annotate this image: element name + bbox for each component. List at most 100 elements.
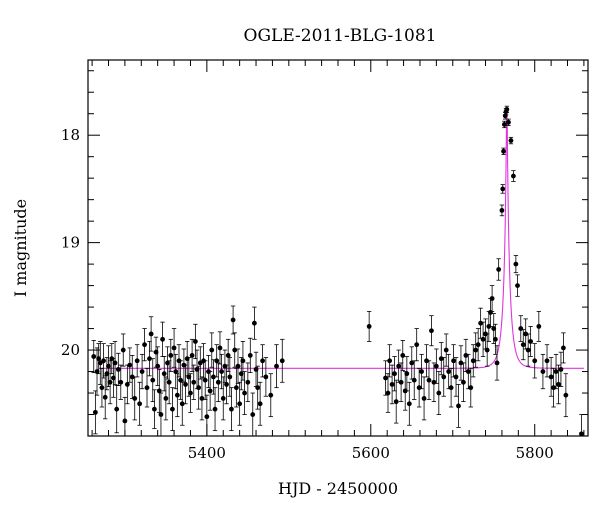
data-marker [179,401,185,407]
data-marker [148,331,154,337]
data-point [424,344,429,378]
data-marker [229,406,234,412]
data-marker [253,366,259,372]
data-marker [120,347,126,353]
data-point [389,364,395,405]
data-marker [520,342,526,348]
data-marker [242,390,247,396]
data-point [511,170,516,182]
data-point [191,364,197,400]
data-point [188,373,193,413]
data-point [411,360,417,400]
data-point [91,339,97,374]
data-point [563,373,569,418]
x-tick-label: 5400 [188,444,226,462]
data-marker [225,353,231,358]
data-marker [470,358,476,364]
data-marker [92,409,98,415]
data-marker [204,414,210,420]
data-point [227,357,233,397]
data-marker [209,347,215,353]
data-point [443,333,449,367]
data-marker [392,371,397,377]
data-marker [502,113,508,119]
data-marker [134,358,140,364]
data-point [480,321,486,357]
data-point [473,332,479,368]
data-point [263,357,269,397]
data-point [202,360,208,400]
data-marker [421,396,427,401]
data-marker [431,379,437,385]
x-tick-label: 5600 [352,444,390,462]
data-point [433,348,439,384]
data-point [225,338,231,372]
data-marker [191,379,197,385]
data-point [160,321,165,357]
data-marker [561,345,566,351]
data-point [523,318,529,350]
data-point [484,333,490,367]
data-point [540,353,546,390]
data-point [414,328,420,362]
data-marker [224,382,229,387]
data-point [458,345,464,381]
data-point [499,204,505,217]
data-marker [139,369,145,374]
data-marker [548,374,554,380]
data-marker [165,360,170,366]
data-marker [274,363,279,369]
data-marker [163,396,169,401]
data-point [393,379,399,424]
data-marker [553,369,559,374]
data-marker [219,369,225,374]
data-marker [468,385,474,391]
data-point [174,373,180,418]
data-point [465,353,471,390]
data-point [528,326,534,357]
model-curve-layer [98,108,584,369]
data-point [230,305,236,335]
data-marker [233,385,239,391]
data-point [153,336,159,368]
data-marker [142,342,147,348]
data-point [170,387,175,432]
data-marker [96,356,102,362]
data-marker [102,394,108,400]
data-marker [504,107,510,112]
data-marker [230,317,236,323]
data-point [478,307,484,339]
data-marker [99,385,105,391]
data-point [199,376,205,421]
data-marker [419,369,425,374]
data-point [383,360,388,396]
data-point [436,371,442,415]
data-point [155,346,161,386]
data-marker [202,377,208,383]
data-marker [101,358,106,364]
data-marker [506,119,511,125]
y-tick-label: 20 [61,341,80,359]
data-marker [186,374,192,380]
data-point [214,344,220,378]
data-point [186,357,192,397]
data-point [112,341,118,385]
data-point [179,381,185,426]
data-point [118,364,124,400]
data-point [385,373,391,413]
data-marker [443,347,449,353]
data-point [506,118,511,126]
data-marker [173,369,179,374]
data-point [233,367,239,408]
data-marker [151,406,157,412]
data-marker [404,371,410,377]
data-marker [540,369,546,374]
data-marker [189,353,195,358]
data-marker [153,349,159,355]
data-point [168,338,174,372]
data-point [240,341,246,381]
data-marker [240,358,246,364]
data-point [429,315,434,347]
data-point [189,338,195,372]
data-point [504,105,510,114]
